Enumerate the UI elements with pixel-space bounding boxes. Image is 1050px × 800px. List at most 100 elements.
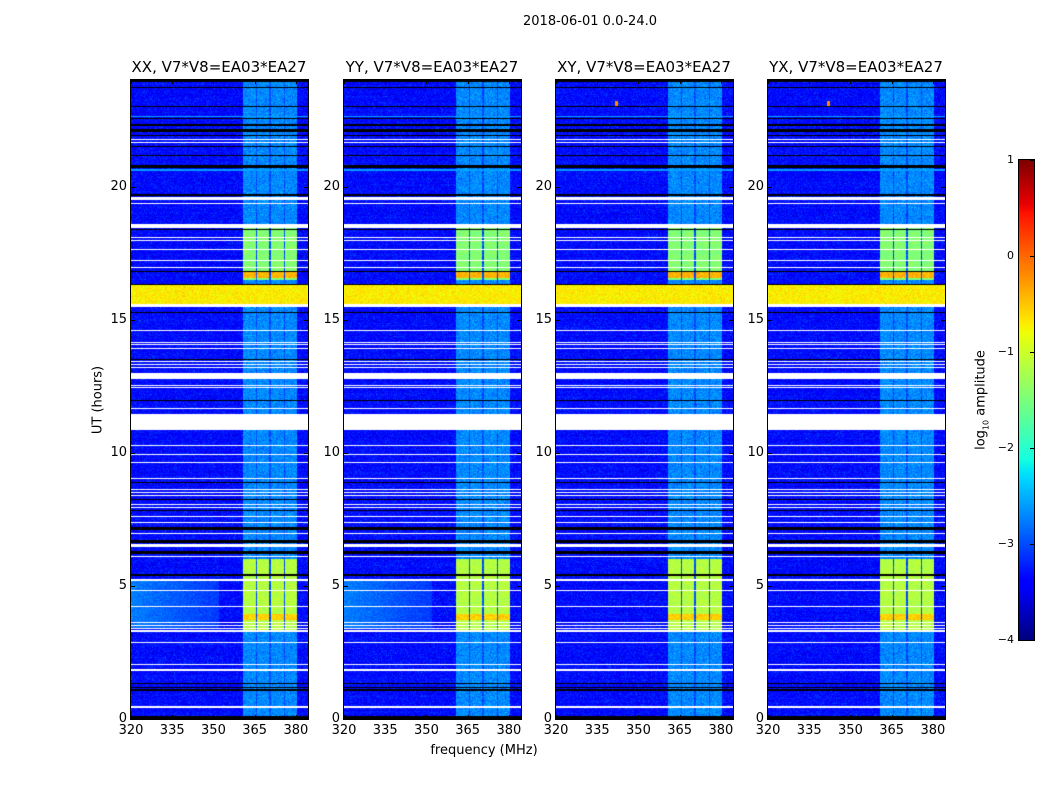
x-tick-mark xyxy=(850,715,852,719)
y-tick-mark xyxy=(344,186,348,188)
x-tick-mark xyxy=(213,715,215,719)
colorbar-label-rest: amplitude xyxy=(973,350,989,420)
y-tick-label: 0 xyxy=(543,711,552,726)
x-tick-mark xyxy=(768,80,769,84)
y-tick-mark xyxy=(517,319,521,321)
y-tick-mark xyxy=(768,719,772,720)
y-tick-mark xyxy=(131,585,135,587)
x-tick-mark xyxy=(295,80,297,84)
x-tick-label: 320 xyxy=(331,723,357,738)
y-tick-mark xyxy=(344,585,348,587)
x-tick-mark xyxy=(344,80,345,84)
y-tick-label: 15 xyxy=(535,311,552,327)
x-tick-mark xyxy=(385,715,387,719)
x-tick-label: 320 xyxy=(755,723,781,738)
x-tick-label: 335 xyxy=(159,723,185,738)
x-tick-mark xyxy=(679,80,681,84)
y-tick-label: 5 xyxy=(543,577,552,593)
y-tick-mark xyxy=(768,585,772,587)
heatmap-image xyxy=(556,80,733,719)
y-tick-label: 10 xyxy=(110,444,127,460)
y-tick-mark xyxy=(941,585,945,587)
y-tick-mark xyxy=(556,186,560,188)
x-tick-label: 365 xyxy=(242,723,268,738)
x-tick-mark xyxy=(932,80,934,84)
y-tick-mark xyxy=(517,186,521,188)
y-tick-mark xyxy=(768,319,772,321)
y-tick-mark xyxy=(941,452,945,454)
x-tick-mark xyxy=(385,80,387,84)
colorbar xyxy=(1018,159,1035,641)
y-tick-label: 10 xyxy=(535,444,552,460)
x-tick-mark xyxy=(254,80,256,84)
y-tick-mark xyxy=(344,319,348,321)
colorbar-label-log: log xyxy=(973,430,989,450)
y-tick-mark xyxy=(304,719,308,720)
x-tick-mark xyxy=(344,715,345,719)
colorbar-tick-label: −4 xyxy=(997,633,1014,646)
waterfall-panel xyxy=(767,79,946,720)
colorbar-tick-label: −1 xyxy=(997,345,1014,358)
x-tick-label: 380 xyxy=(708,723,734,738)
y-tick-label: 5 xyxy=(755,577,764,593)
y-tick-mark xyxy=(517,452,521,454)
colorbar-tick-mark xyxy=(1030,448,1034,449)
y-tick-mark xyxy=(556,452,560,454)
x-tick-label: 350 xyxy=(201,723,226,738)
x-tick-mark xyxy=(172,80,174,84)
x-tick-mark xyxy=(679,715,681,719)
x-tick-label: 350 xyxy=(626,723,651,738)
y-tick-mark xyxy=(304,319,308,321)
y-tick-mark xyxy=(729,585,733,587)
y-tick-mark xyxy=(768,186,772,188)
y-tick-mark xyxy=(131,719,135,720)
x-tick-label: 350 xyxy=(838,723,863,738)
y-tick-label: 0 xyxy=(755,711,764,726)
x-tick-mark xyxy=(508,715,510,719)
y-tick-mark xyxy=(517,585,521,587)
x-tick-mark xyxy=(597,80,599,84)
x-tick-mark xyxy=(508,80,510,84)
y-tick-mark xyxy=(729,319,733,321)
colorbar-tick-label: 1 xyxy=(1007,153,1014,166)
heatmap-image xyxy=(344,80,521,719)
x-tick-label: 335 xyxy=(584,723,610,738)
y-tick-mark xyxy=(729,719,733,720)
y-tick-label: 10 xyxy=(747,444,764,460)
y-tick-mark xyxy=(344,452,348,454)
colorbar-tick-label: 0 xyxy=(1007,249,1014,262)
y-tick-mark xyxy=(941,719,945,720)
colorbar-label: log10 amplitude xyxy=(974,350,991,450)
colorbar-gradient xyxy=(1019,160,1034,640)
y-tick-mark xyxy=(729,186,733,188)
x-tick-label: 335 xyxy=(796,723,822,738)
x-tick-mark xyxy=(768,715,769,719)
y-tick-label: 15 xyxy=(110,311,127,327)
x-tick-label: 380 xyxy=(496,723,522,738)
y-tick-mark xyxy=(344,719,348,720)
heatmap-image xyxy=(131,80,308,719)
x-tick-label: 365 xyxy=(667,723,693,738)
colorbar-tick-mark xyxy=(1030,352,1034,353)
y-tick-mark xyxy=(729,452,733,454)
x-tick-mark xyxy=(131,715,132,719)
y-tick-label: 15 xyxy=(323,311,340,327)
x-tick-mark xyxy=(809,80,811,84)
y-tick-mark xyxy=(556,585,560,587)
x-tick-mark xyxy=(638,80,640,84)
x-tick-mark xyxy=(891,715,893,719)
y-tick-label: 0 xyxy=(331,711,340,726)
y-tick-mark xyxy=(556,719,560,720)
x-tick-mark xyxy=(809,715,811,719)
panel-title: YY, V7*V8=EA03*EA27 xyxy=(345,58,519,76)
x-tick-label: 380 xyxy=(920,723,946,738)
y-axis-label: UT (hours) xyxy=(90,365,106,435)
x-tick-mark xyxy=(720,715,722,719)
colorbar-tick-mark xyxy=(1030,640,1034,641)
y-tick-label: 10 xyxy=(323,444,340,460)
x-tick-mark xyxy=(426,80,428,84)
y-tick-mark xyxy=(304,186,308,188)
y-tick-mark xyxy=(941,186,945,188)
x-tick-mark xyxy=(932,715,934,719)
y-tick-mark xyxy=(941,319,945,321)
